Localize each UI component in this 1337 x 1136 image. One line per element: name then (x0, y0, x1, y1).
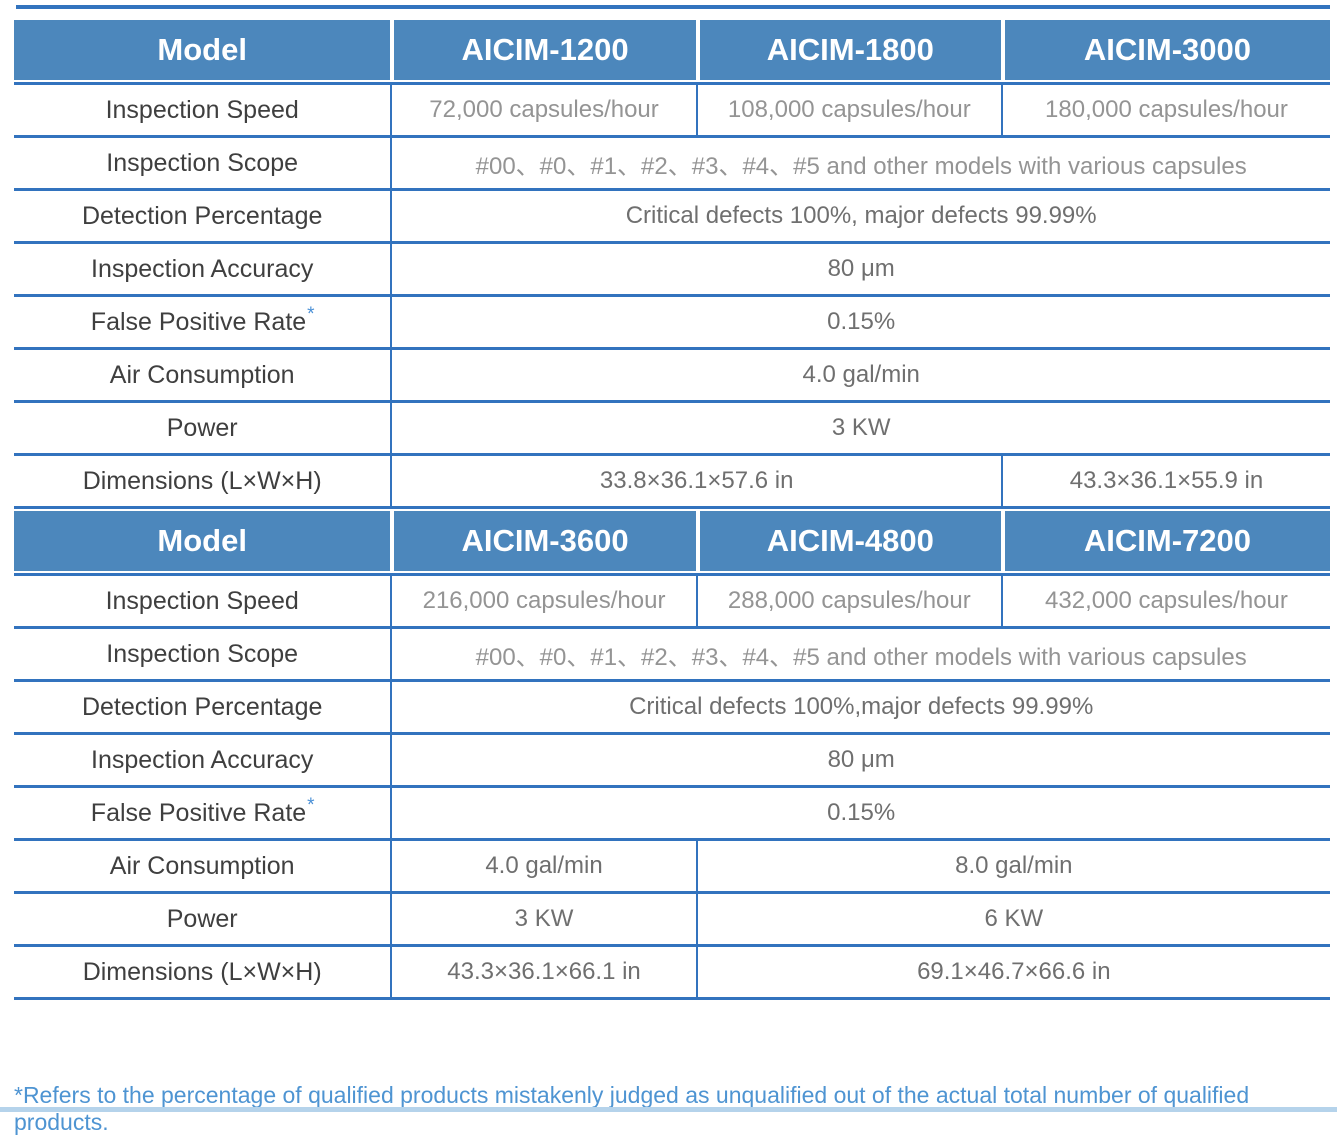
row-inspection-scope: Inspection Scope #00、#0、#1、#2、#3、#4、#5 a… (14, 629, 1330, 682)
row-label: Dimensions (L×W×H) (82, 957, 322, 986)
spec-value: 108,000 capsules/hour (695, 85, 1001, 135)
spec-value: 80 μm (390, 244, 1330, 294)
row-inspection-speed: Inspection Speed 72,000 capsules/hour 10… (14, 85, 1330, 138)
row-label: Air Consumption (109, 360, 295, 389)
row-label: Inspection Scope (106, 639, 299, 668)
spec-value: 6 KW (695, 894, 1330, 944)
spec-value: 432,000 capsules/hour (1000, 576, 1330, 626)
row-dimensions: Dimensions (L×W×H) 43.3×36.1×66.1 in 69.… (14, 947, 1330, 1000)
spec-value: 8.0 gal/min (695, 841, 1330, 891)
row-label: False Positive Rate * (90, 795, 315, 827)
spec-value: 180,000 capsules/hour (1000, 85, 1330, 135)
row-detection-percentage: Detection Percentage Critical defects 10… (14, 682, 1330, 735)
row-label: Inspection Speed (105, 95, 299, 124)
row-inspection-scope: Inspection Scope #00、#0、#1、#2、#3、#4、#5 a… (14, 138, 1330, 191)
spec-value: 216,000 capsules/hour (390, 576, 695, 626)
row-detection-percentage: Detection Percentage Critical defects 10… (14, 191, 1330, 244)
spec-value: 43.3×36.1×66.1 in (390, 947, 695, 997)
model-header-label: Model (14, 511, 391, 571)
row-inspection-accuracy: Inspection Accuracy 80 μm (14, 244, 1330, 297)
spec-value: #00、#0、#1、#2、#3、#4、#5 and other models w… (390, 138, 1330, 188)
model-header-aicim-3000: AICIM-3000 (1000, 20, 1330, 80)
row-label: Detection Percentage (81, 692, 323, 721)
model-header-aicim-1800: AICIM-1800 (695, 20, 1001, 80)
row-label: False Positive Rate * (90, 304, 315, 336)
model-header-aicim-4800: AICIM-4800 (695, 511, 1001, 571)
row-air-consumption: Air Consumption 4.0 gal/min 8.0 gal/min (14, 841, 1330, 894)
row-label: Dimensions (L×W×H) (82, 466, 322, 495)
row-label: Inspection Scope (106, 148, 299, 177)
model-header-row: Model AICIM-1200 AICIM-1800 AICIM-3000 (14, 20, 1330, 80)
row-air-consumption: Air Consumption 4.0 gal/min (14, 350, 1330, 403)
row-inspection-accuracy: Inspection Accuracy 80 μm (14, 735, 1330, 788)
spec-value: 3 KW (390, 403, 1330, 453)
model-header-aicim-1200: AICIM-1200 (390, 20, 696, 80)
row-label: Inspection Speed (105, 586, 299, 615)
row-label-text: False Positive Rate (90, 307, 307, 336)
spec-value: 69.1×46.7×66.6 in (695, 947, 1330, 997)
top-rule (16, 5, 1330, 9)
model-header-aicim-7200: AICIM-7200 (1000, 511, 1330, 571)
row-label: Power (166, 413, 238, 442)
spec-tables-container: Model AICIM-1200 AICIM-1800 AICIM-3000 I… (14, 20, 1330, 1000)
spec-value: Critical defects 100%,major defects 99.9… (390, 682, 1330, 732)
spec-table-1-body: Inspection Speed 72,000 capsules/hour 10… (14, 82, 1330, 509)
spec-value: 80 μm (390, 735, 1330, 785)
spec-value: 0.15% (390, 788, 1330, 838)
row-power: Power 3 KW 6 KW (14, 894, 1330, 947)
row-false-positive-rate: False Positive Rate * 0.15% (14, 788, 1330, 841)
row-label-text: False Positive Rate (90, 798, 307, 827)
row-label: Inspection Accuracy (91, 745, 314, 774)
row-label: Inspection Accuracy (91, 254, 314, 283)
spec-value: 0.15% (390, 297, 1330, 347)
row-label: Air Consumption (109, 851, 295, 880)
spec-value: 4.0 gal/min (390, 350, 1330, 400)
row-false-positive-rate: False Positive Rate * 0.15% (14, 297, 1330, 350)
bottom-decorative-strip (0, 1107, 1337, 1112)
spec-value: Critical defects 100%, major defects 99.… (390, 191, 1330, 241)
spec-value: 4.0 gal/min (390, 841, 695, 891)
spec-value: #00、#0、#1、#2、#3、#4、#5 and other models w… (390, 629, 1330, 679)
model-header-label: Model (14, 20, 391, 80)
spec-value: 33.8×36.1×57.6 in (390, 456, 1001, 506)
model-header-row: Model AICIM-3600 AICIM-4800 AICIM-7200 (14, 511, 1330, 571)
spec-value: 288,000 capsules/hour (695, 576, 1001, 626)
spec-table-2-body: Inspection Speed 216,000 capsules/hour 2… (14, 573, 1330, 1000)
row-dimensions: Dimensions (L×W×H) 33.8×36.1×57.6 in 43.… (14, 456, 1330, 509)
spec-value: 3 KW (390, 894, 695, 944)
row-inspection-speed: Inspection Speed 216,000 capsules/hour 2… (14, 576, 1330, 629)
spec-value: 43.3×36.1×55.9 in (1000, 456, 1330, 506)
spec-table-1: Model AICIM-1200 AICIM-1800 AICIM-3000 I… (14, 20, 1330, 509)
row-label: Detection Percentage (81, 201, 323, 230)
row-power: Power 3 KW (14, 403, 1330, 456)
model-header-aicim-3600: AICIM-3600 (390, 511, 696, 571)
spec-table-2: Model AICIM-3600 AICIM-4800 AICIM-7200 I… (14, 511, 1330, 1000)
spec-value: 72,000 capsules/hour (390, 85, 695, 135)
row-label: Power (166, 904, 238, 933)
